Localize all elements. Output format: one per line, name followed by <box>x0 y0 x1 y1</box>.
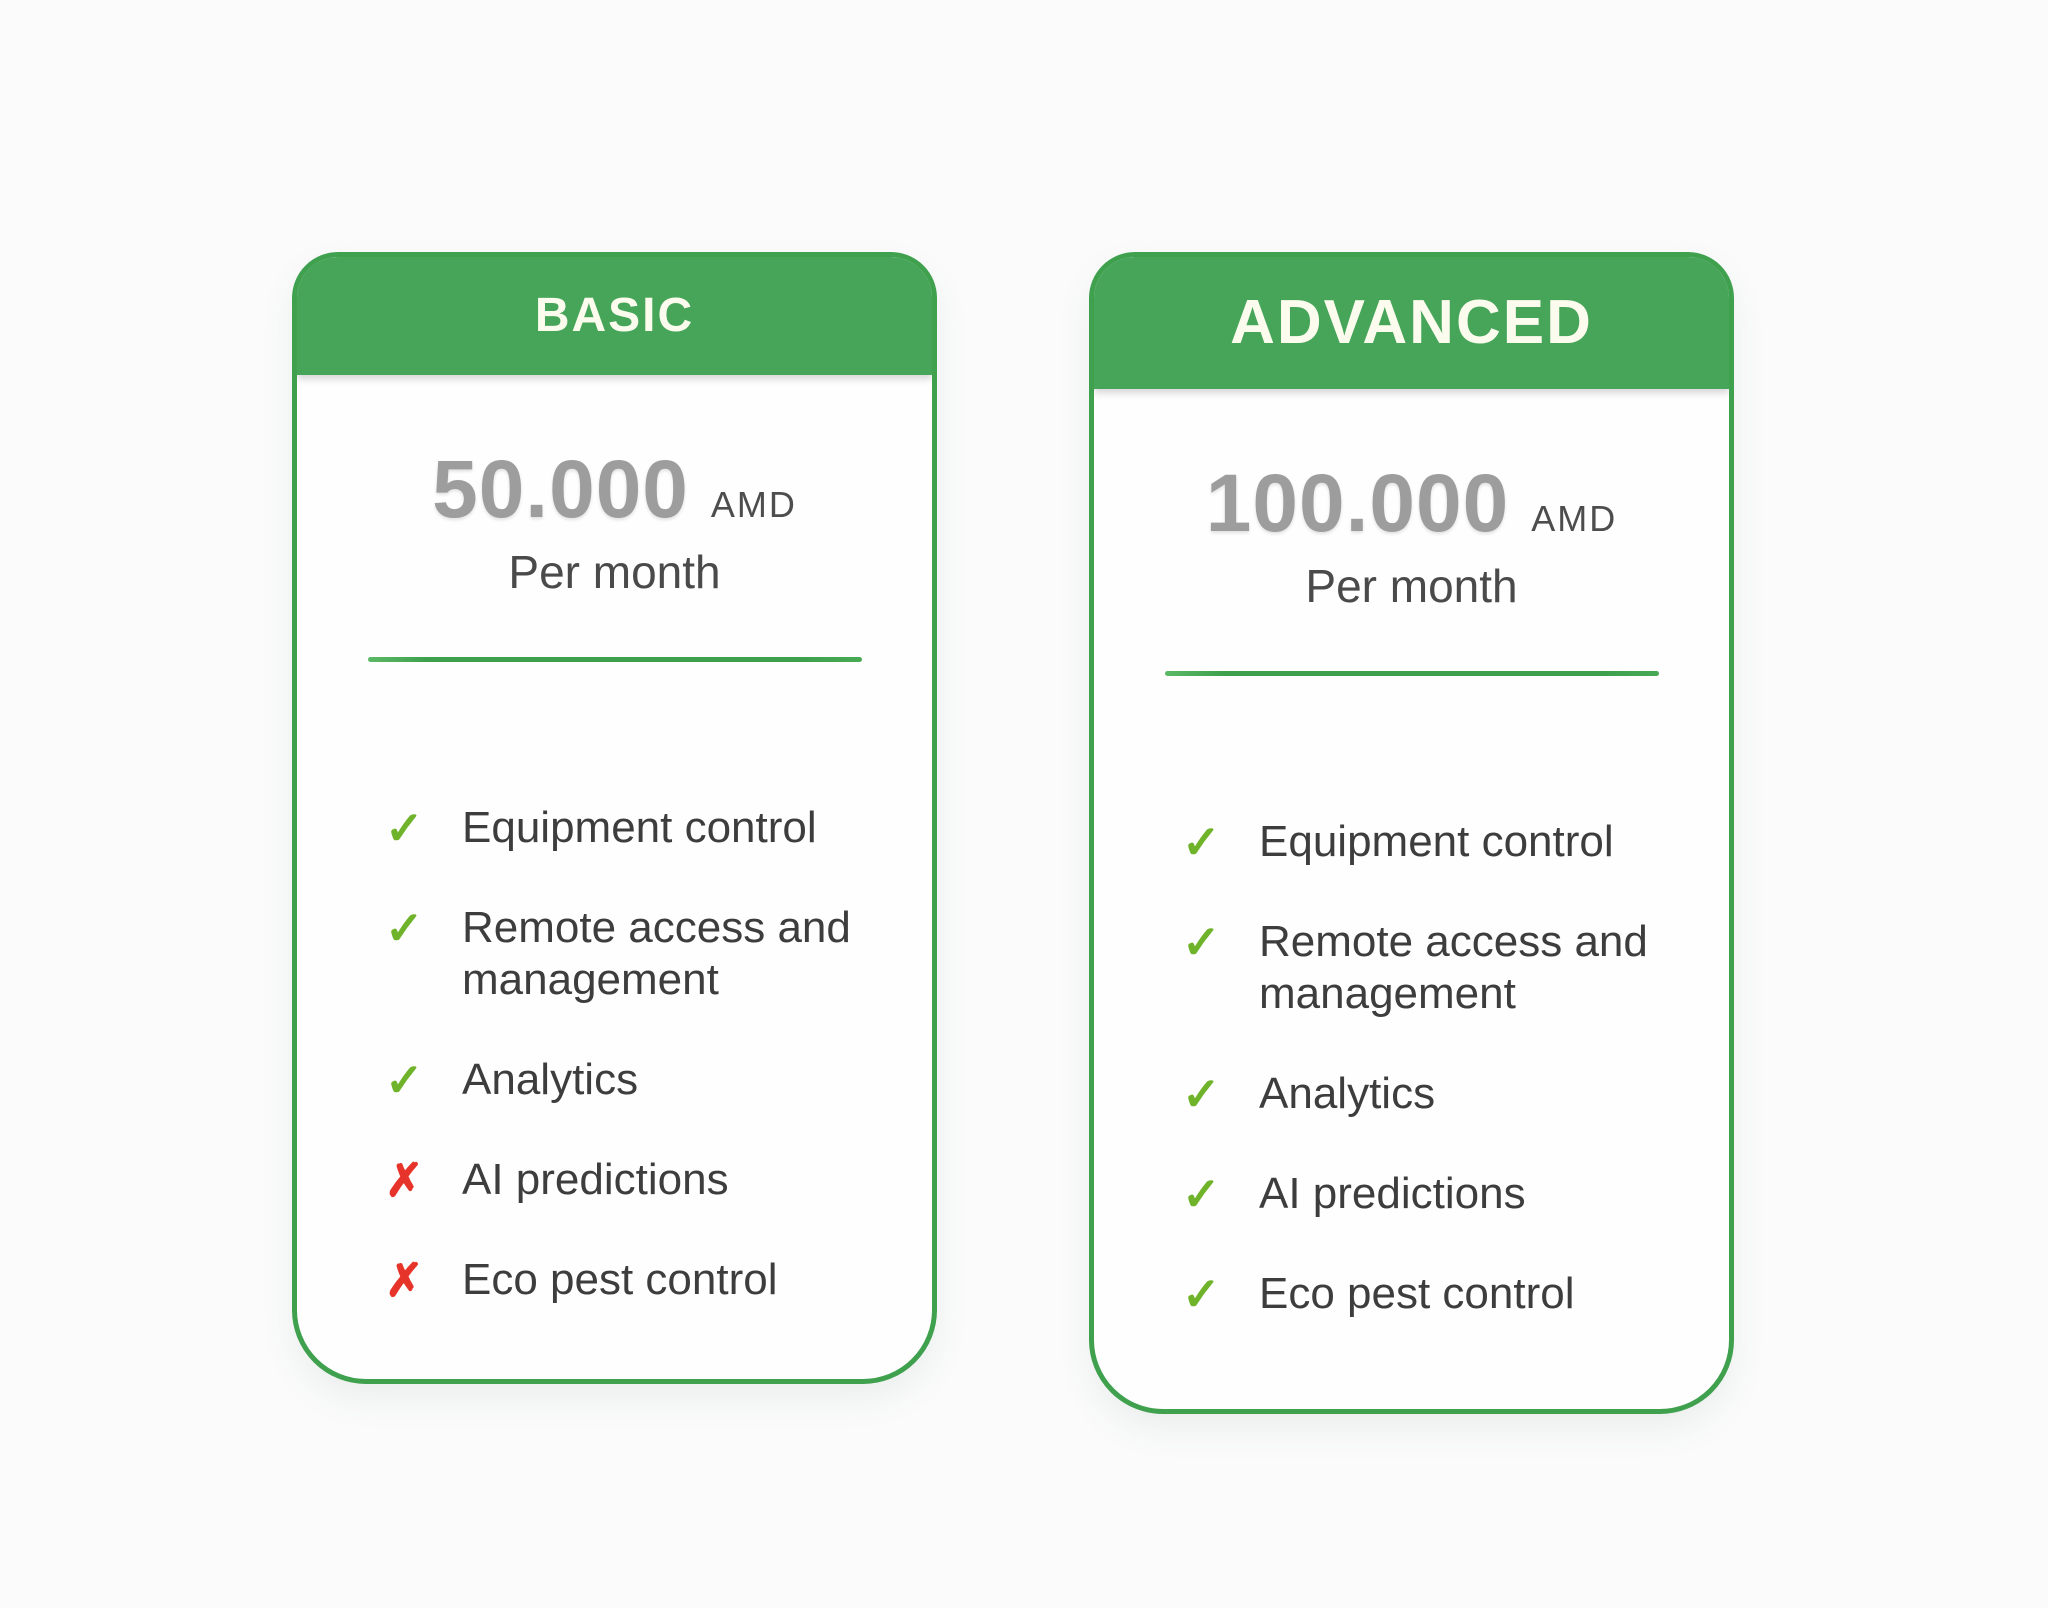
feature-label: Remote access and management <box>462 903 851 1004</box>
feature-label: AI predictions <box>1259 1169 1526 1218</box>
plan-header-advanced: ADVANCED <box>1094 257 1729 389</box>
check-icon: ✓ <box>1182 816 1221 868</box>
check-icon: ✓ <box>385 902 424 954</box>
price-period: Per month <box>508 546 721 598</box>
check-icon: ✓ <box>1182 1268 1221 1320</box>
plan-card-basic[interactable]: BASIC 50.000 AMD Per month ✓ Equipment c… <box>292 252 937 1384</box>
feature-item: ✓ AI predictions <box>1182 1168 1709 1220</box>
plan-title: ADVANCED <box>1230 288 1593 357</box>
feature-item: ✓ Equipment control <box>385 802 912 854</box>
feature-item: ✗ AI predictions <box>385 1154 912 1206</box>
price-period: Per month <box>1305 560 1518 612</box>
feature-list: ✓ Equipment control ✓ Remote access and … <box>297 802 932 1306</box>
feature-label: Eco pest control <box>1259 1269 1575 1318</box>
feature-item: ✓ Equipment control <box>1182 816 1709 868</box>
check-icon: ✓ <box>385 802 424 854</box>
feature-label: Remote access and management <box>1259 917 1648 1018</box>
price-currency: AMD <box>1531 498 1618 539</box>
cross-icon: ✗ <box>385 1154 424 1206</box>
cross-icon: ✗ <box>385 1254 424 1306</box>
feature-item: ✓ Remote access and management <box>385 902 912 1006</box>
feature-label: Equipment control <box>462 803 817 852</box>
check-icon: ✓ <box>1182 916 1221 968</box>
check-icon: ✓ <box>1182 1068 1221 1120</box>
check-icon: ✓ <box>1182 1168 1221 1220</box>
price-row: 100.000 AMD <box>1094 463 1729 545</box>
feature-label: Analytics <box>1259 1069 1436 1118</box>
price-amount: 100.000 <box>1205 458 1510 549</box>
feature-label: Equipment control <box>1259 817 1614 866</box>
feature-item: ✓ Remote access and management <box>1182 916 1709 1020</box>
price-amount: 50.000 <box>432 444 689 535</box>
feature-item: ✓ Analytics <box>385 1054 912 1106</box>
feature-item: ✓ Eco pest control <box>1182 1268 1709 1320</box>
price-row: 50.000 AMD <box>297 449 932 531</box>
feature-label: Eco pest control <box>462 1255 778 1304</box>
feature-item: ✓ Analytics <box>1182 1068 1709 1120</box>
price-currency: AMD <box>710 484 797 525</box>
feature-label: Analytics <box>462 1055 639 1104</box>
plan-title: BASIC <box>534 289 695 342</box>
divider <box>1164 671 1659 676</box>
check-icon: ✓ <box>385 1054 424 1106</box>
plan-header-basic: BASIC <box>297 257 932 375</box>
feature-label: AI predictions <box>462 1155 729 1204</box>
divider <box>367 657 862 662</box>
feature-item: ✗ Eco pest control <box>385 1254 912 1306</box>
feature-list: ✓ Equipment control ✓ Remote access and … <box>1094 816 1729 1320</box>
plan-card-advanced[interactable]: ADVANCED 100.000 AMD Per month ✓ Equipme… <box>1089 252 1734 1414</box>
